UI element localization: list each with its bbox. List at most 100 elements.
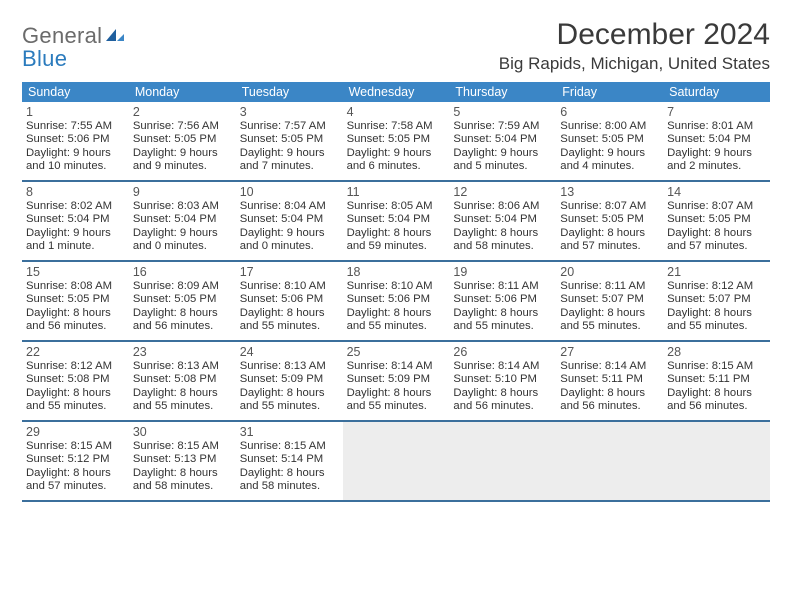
day-cell: 2Sunrise: 7:56 AMSunset: 5:05 PMDaylight…	[129, 102, 236, 180]
day-info-line: Sunset: 5:08 PM	[26, 373, 125, 386]
day-info-line: Daylight: 8 hours	[133, 387, 232, 400]
day-info-line: Sunrise: 8:15 AM	[667, 360, 766, 373]
day-number: 24	[240, 344, 339, 360]
day-cell: 27Sunrise: 8:14 AMSunset: 5:11 PMDayligh…	[556, 342, 663, 420]
day-info-line: and 58 minutes.	[133, 480, 232, 493]
day-info-line: Sunrise: 8:05 AM	[347, 200, 446, 213]
day-number: 14	[667, 184, 766, 200]
day-info-line: Daylight: 8 hours	[240, 467, 339, 480]
day-info-line: Sunset: 5:04 PM	[667, 133, 766, 146]
day-number: 8	[26, 184, 125, 200]
day-info-line: Sunset: 5:05 PM	[26, 293, 125, 306]
day-number: 21	[667, 264, 766, 280]
day-number: 10	[240, 184, 339, 200]
day-info-line: Sunrise: 8:10 AM	[240, 280, 339, 293]
day-info-line: Daylight: 8 hours	[347, 387, 446, 400]
day-cell: 30Sunrise: 8:15 AMSunset: 5:13 PMDayligh…	[129, 422, 236, 500]
day-info-line: Sunrise: 8:15 AM	[26, 440, 125, 453]
day-info-line: Daylight: 8 hours	[240, 387, 339, 400]
day-info-line: Sunset: 5:06 PM	[347, 293, 446, 306]
logo-line2: Blue	[22, 46, 67, 71]
dow-cell: Wednesday	[343, 82, 450, 102]
day-cell: 23Sunrise: 8:13 AMSunset: 5:08 PMDayligh…	[129, 342, 236, 420]
day-info-line: Sunrise: 7:55 AM	[26, 120, 125, 133]
day-cell: 16Sunrise: 8:09 AMSunset: 5:05 PMDayligh…	[129, 262, 236, 340]
day-info-line: Daylight: 8 hours	[26, 387, 125, 400]
day-info-line: and 0 minutes.	[240, 240, 339, 253]
day-cell: 7Sunrise: 8:01 AMSunset: 5:04 PMDaylight…	[663, 102, 770, 180]
day-info-line: Daylight: 8 hours	[667, 227, 766, 240]
week-row: 1Sunrise: 7:55 AMSunset: 5:06 PMDaylight…	[22, 102, 770, 182]
day-info-line: Daylight: 8 hours	[133, 467, 232, 480]
dow-cell: Saturday	[663, 82, 770, 102]
day-info-line: Sunrise: 8:15 AM	[240, 440, 339, 453]
day-cell: 25Sunrise: 8:14 AMSunset: 5:09 PMDayligh…	[343, 342, 450, 420]
day-number: 3	[240, 104, 339, 120]
day-cell: 1Sunrise: 7:55 AMSunset: 5:06 PMDaylight…	[22, 102, 129, 180]
day-info-line: Sunset: 5:04 PM	[133, 213, 232, 226]
day-info-line: and 57 minutes.	[667, 240, 766, 253]
day-number: 9	[133, 184, 232, 200]
day-number: 13	[560, 184, 659, 200]
dow-cell: Monday	[129, 82, 236, 102]
day-info-line: Daylight: 8 hours	[667, 307, 766, 320]
day-info-line: Sunset: 5:04 PM	[26, 213, 125, 226]
day-info-line: Sunset: 5:05 PM	[667, 213, 766, 226]
day-cell: 9Sunrise: 8:03 AMSunset: 5:04 PMDaylight…	[129, 182, 236, 260]
day-info-line: Sunrise: 8:01 AM	[667, 120, 766, 133]
day-info-line: Daylight: 8 hours	[453, 227, 552, 240]
day-info-line: Daylight: 9 hours	[453, 147, 552, 160]
day-info-line: Sunrise: 7:58 AM	[347, 120, 446, 133]
day-info-line: Sunset: 5:07 PM	[560, 293, 659, 306]
day-info-line: Sunrise: 8:13 AM	[133, 360, 232, 373]
day-info-line: and 55 minutes.	[453, 320, 552, 333]
day-info-line: Sunset: 5:04 PM	[240, 213, 339, 226]
day-cell: 5Sunrise: 7:59 AMSunset: 5:04 PMDaylight…	[449, 102, 556, 180]
day-info-line: Sunrise: 8:09 AM	[133, 280, 232, 293]
day-info-line: Sunset: 5:11 PM	[560, 373, 659, 386]
day-info-line: Sunrise: 8:04 AM	[240, 200, 339, 213]
day-info-line: Sunset: 5:08 PM	[133, 373, 232, 386]
logo-line1: General	[22, 23, 102, 48]
day-info-line: Daylight: 9 hours	[240, 227, 339, 240]
day-info-line: Sunrise: 8:11 AM	[560, 280, 659, 293]
day-info-line: Sunrise: 8:10 AM	[347, 280, 446, 293]
day-info-line: Daylight: 9 hours	[347, 147, 446, 160]
day-info-line: Sunrise: 8:03 AM	[133, 200, 232, 213]
day-of-week-header: SundayMondayTuesdayWednesdayThursdayFrid…	[22, 82, 770, 102]
day-info-line: Daylight: 9 hours	[560, 147, 659, 160]
day-cell: 11Sunrise: 8:05 AMSunset: 5:04 PMDayligh…	[343, 182, 450, 260]
day-cell: 31Sunrise: 8:15 AMSunset: 5:14 PMDayligh…	[236, 422, 343, 500]
day-number: 19	[453, 264, 552, 280]
day-cell: 3Sunrise: 7:57 AMSunset: 5:05 PMDaylight…	[236, 102, 343, 180]
day-info-line: and 56 minutes.	[26, 320, 125, 333]
title-block: December 2024 Big Rapids, Michigan, Unit…	[499, 18, 770, 74]
day-number: 5	[453, 104, 552, 120]
day-info-line: Sunrise: 8:12 AM	[26, 360, 125, 373]
day-info-line: Sunset: 5:06 PM	[453, 293, 552, 306]
day-info-line: Sunset: 5:05 PM	[347, 133, 446, 146]
day-info-line: and 55 minutes.	[26, 400, 125, 413]
day-cell: 20Sunrise: 8:11 AMSunset: 5:07 PMDayligh…	[556, 262, 663, 340]
day-info-line: Sunrise: 8:11 AM	[453, 280, 552, 293]
week-row: 29Sunrise: 8:15 AMSunset: 5:12 PMDayligh…	[22, 422, 770, 502]
day-cell: 14Sunrise: 8:07 AMSunset: 5:05 PMDayligh…	[663, 182, 770, 260]
day-info-line: and 56 minutes.	[667, 400, 766, 413]
day-info-line: and 57 minutes.	[560, 240, 659, 253]
day-info-line: Sunrise: 8:14 AM	[453, 360, 552, 373]
day-cell	[556, 422, 663, 500]
day-info-line: and 10 minutes.	[26, 160, 125, 173]
day-number: 4	[347, 104, 446, 120]
day-cell	[343, 422, 450, 500]
day-info-line: Daylight: 8 hours	[347, 227, 446, 240]
day-number: 28	[667, 344, 766, 360]
day-info-line: Sunrise: 8:07 AM	[560, 200, 659, 213]
day-info-line: Sunset: 5:10 PM	[453, 373, 552, 386]
day-info-line: Sunset: 5:13 PM	[133, 453, 232, 466]
day-info-line: and 6 minutes.	[347, 160, 446, 173]
day-cell: 24Sunrise: 8:13 AMSunset: 5:09 PMDayligh…	[236, 342, 343, 420]
day-info-line: Sunrise: 7:56 AM	[133, 120, 232, 133]
day-number: 30	[133, 424, 232, 440]
day-cell: 4Sunrise: 7:58 AMSunset: 5:05 PMDaylight…	[343, 102, 450, 180]
day-info-line: and 55 minutes.	[667, 320, 766, 333]
